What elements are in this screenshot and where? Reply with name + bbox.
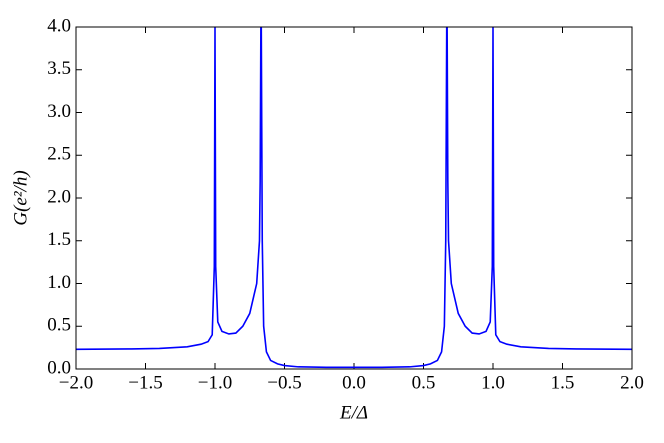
x-tick-label: 0.0: [342, 372, 366, 393]
x-tick-label: 0.5: [412, 372, 436, 393]
y-tick-label: 3.5: [47, 58, 71, 79]
y-tick-label: 1.0: [47, 272, 71, 293]
x-tick-label: −0.5: [267, 372, 301, 393]
plot-frame: [75, 26, 633, 370]
y-tick-label: 2.0: [47, 186, 71, 207]
x-tick-label: 1.5: [551, 372, 575, 393]
y-tick-label: 4.0: [47, 15, 71, 36]
y-tick-label: 0.0: [47, 357, 71, 378]
y-tick-label: 3.0: [47, 101, 71, 122]
y-tick-label: 2.5: [47, 144, 71, 165]
x-tick-label: −2.0: [59, 372, 93, 393]
y-axis-label: G(e²/h): [10, 170, 31, 225]
y-tick-label: 1.5: [47, 229, 71, 250]
data-line: [76, 27, 632, 369]
x-tick-label: −1.5: [128, 372, 162, 393]
x-tick-label: 1.0: [481, 372, 505, 393]
x-tick-label: −1.0: [198, 372, 232, 393]
y-tick-label: 0.5: [47, 315, 71, 336]
x-tick-label: 2.0: [620, 372, 644, 393]
x-axis-label: E/Δ: [339, 402, 368, 423]
